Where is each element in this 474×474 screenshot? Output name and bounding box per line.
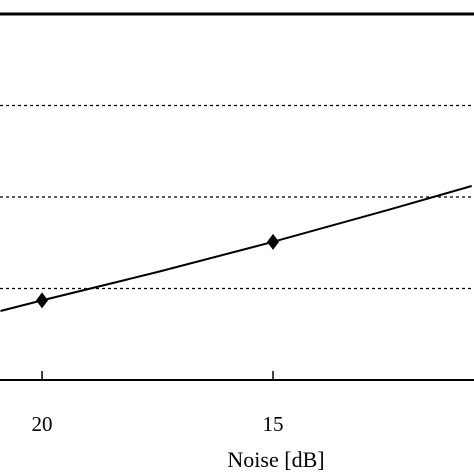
- x-tick-label: 20: [32, 412, 53, 436]
- marker: [267, 233, 280, 250]
- x-tick-label: 15: [263, 412, 284, 436]
- x-axis-label: Noise [dB]: [227, 447, 324, 472]
- line: [0, 185, 472, 312]
- marker: [36, 292, 49, 309]
